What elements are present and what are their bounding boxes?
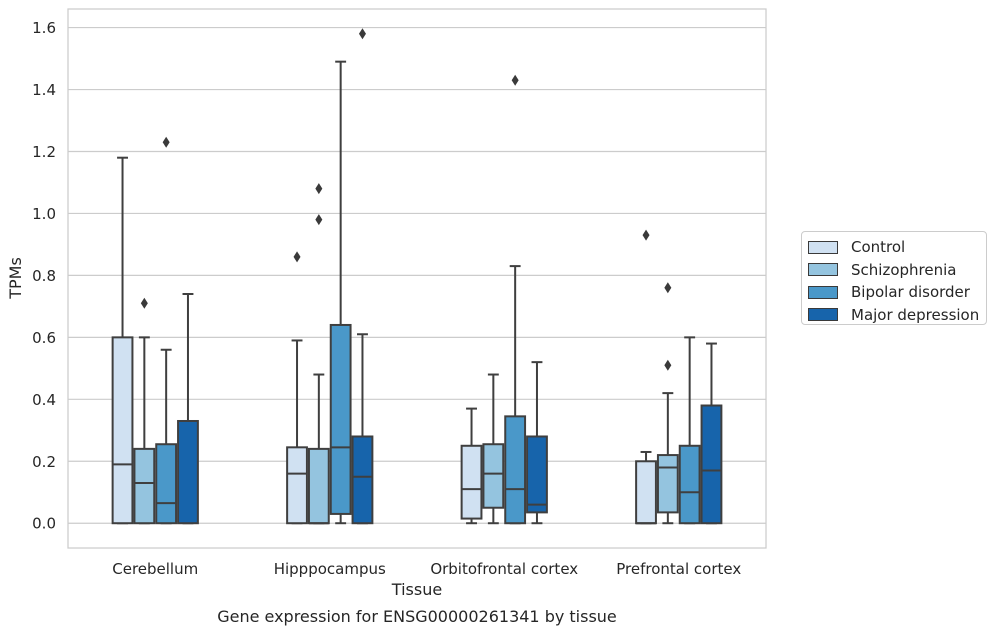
box-bipolar-disorder — [678, 336, 701, 525]
y-tick-label: 1.2 — [32, 143, 56, 161]
box-schizophrenia — [307, 183, 330, 525]
box-body — [177, 419, 199, 525]
legend-item-bipolar-disorder: Bipolar disorder — [808, 281, 986, 304]
outlier-point — [664, 359, 672, 371]
box-bipolar-disorder — [329, 60, 352, 525]
y-tick-label: 1.4 — [32, 81, 56, 99]
legend-swatch-schizophrenia — [808, 263, 838, 277]
legend-label-control: Control — [851, 238, 906, 257]
y-tick-label: 0.8 — [32, 267, 56, 285]
y-tick-label: 0.0 — [32, 515, 56, 533]
box-bipolar-disorder — [504, 74, 527, 525]
box-schizophrenia — [133, 297, 156, 525]
x-tick-label: Prefrontal cortex — [616, 560, 741, 578]
boxes — [111, 28, 723, 525]
box-body — [678, 444, 701, 525]
y-axis-label: TPMs — [6, 257, 25, 300]
box-bipolar-disorder — [155, 136, 178, 525]
box-body — [482, 443, 505, 509]
box-body — [133, 447, 156, 525]
box-body — [307, 447, 330, 525]
outlier-point — [162, 136, 170, 148]
box-body — [286, 446, 308, 525]
legend-item-major-depression: Major depression — [808, 304, 986, 327]
outlier-point — [358, 28, 366, 40]
legend-label-bipolar-disorder: Bipolar disorder — [851, 283, 970, 302]
box-body — [460, 444, 483, 520]
x-tick-label: Hipppocampus — [274, 560, 386, 578]
box-body — [351, 435, 374, 525]
outlier-point — [664, 282, 672, 294]
outlier-point — [511, 74, 519, 86]
box-major-depression — [177, 292, 199, 525]
box-control — [460, 407, 483, 525]
legend-label-schizophrenia: Schizophrenia — [851, 260, 957, 279]
legend-item-control: Control — [808, 236, 986, 259]
x-tick-labels: Cerebellum Hipppocampus Orbitofrontal cort… — [112, 560, 741, 578]
box-control — [111, 156, 134, 525]
legend: Control Schizophrenia Bipolar disorder M… — [801, 231, 987, 325]
legend-item-schizophrenia: Schizophrenia — [808, 259, 986, 282]
box-control — [286, 251, 308, 525]
box-control — [635, 229, 657, 525]
outlier-point — [293, 251, 301, 263]
plot-frame — [67, 8, 767, 549]
legend-label-major-depression: Major depression — [851, 305, 980, 324]
chart-caption: Gene expression for ENSG00000261341 by t… — [217, 607, 617, 626]
y-tick-label: 0.6 — [32, 329, 56, 347]
x-tick-label: Orbitofrontal cortex — [430, 560, 578, 578]
outlier-point — [315, 183, 323, 195]
box-schizophrenia — [482, 373, 505, 525]
box-body — [526, 435, 548, 514]
x-tick-label: Cerebellum — [112, 560, 198, 578]
box-body — [329, 323, 352, 515]
y-tick-label: 0.2 — [32, 453, 56, 471]
box-body — [700, 404, 723, 525]
box-body — [635, 460, 657, 525]
outlier-point — [315, 214, 323, 226]
y-tick-label: 1.0 — [32, 205, 56, 223]
y-tick-label: 1.6 — [32, 19, 56, 37]
box-major-depression — [351, 28, 374, 525]
legend-swatch-major-depression — [808, 308, 838, 322]
box-body — [111, 336, 134, 525]
y-tick-labels: 0.0 0.2 0.4 0.6 0.8 1.0 1.2 1.4 1.6 — [32, 19, 56, 533]
box-body — [656, 454, 679, 514]
box-schizophrenia — [656, 282, 679, 525]
y-tick-label: 0.4 — [32, 391, 56, 409]
outlier-point — [140, 297, 148, 309]
box-body — [504, 415, 527, 525]
legend-swatch-bipolar-disorder — [808, 285, 838, 299]
outlier-point — [642, 229, 650, 241]
legend-swatch-control — [808, 240, 838, 254]
box-major-depression — [526, 361, 548, 525]
x-axis-label: Tissue — [391, 580, 442, 599]
box-major-depression — [700, 342, 723, 525]
box-body — [155, 443, 178, 525]
